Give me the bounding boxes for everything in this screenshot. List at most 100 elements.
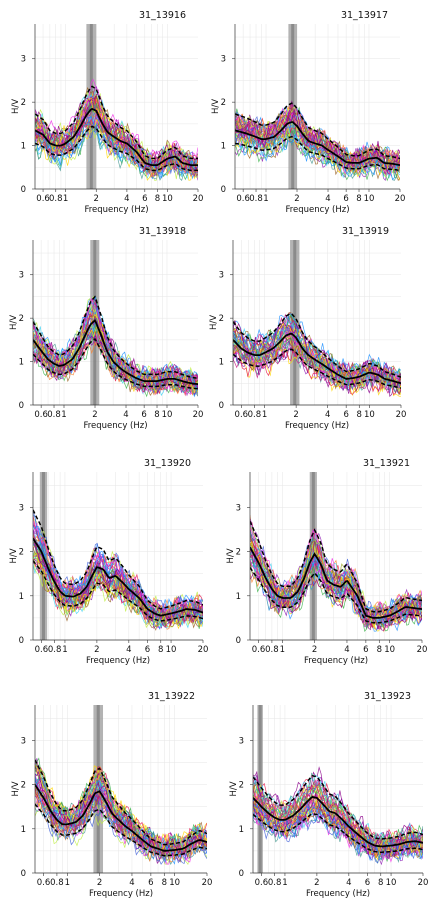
panel-title: 31_13923	[364, 691, 411, 702]
x-tick-label: 2	[293, 410, 298, 420]
x-tick-label: 0.6	[36, 194, 50, 204]
x-tick-label: 6	[142, 194, 147, 204]
y-tick-label: 2	[239, 781, 244, 791]
window-curve	[35, 122, 198, 180]
grid	[235, 24, 400, 189]
std-plus-curve	[33, 509, 203, 610]
x-tick-label: 4	[126, 645, 131, 655]
std-minus-curve	[250, 567, 422, 624]
x-tick-label: 10	[386, 878, 397, 888]
x-tick-label: 2	[97, 878, 102, 888]
std-plus-curve	[253, 774, 423, 840]
x-tick-label: 2	[314, 878, 319, 888]
y-tick-label: 1	[219, 358, 224, 368]
y-axis-label: H/V	[9, 315, 19, 330]
window-curve	[233, 315, 401, 388]
x-tick-label: 4	[124, 194, 129, 204]
window-curve	[253, 779, 423, 850]
window-curve	[250, 549, 422, 626]
x-tick-label: 1	[61, 410, 66, 420]
y-tick-label: 3	[219, 271, 224, 281]
x-tick-label: 6	[365, 878, 370, 888]
y-tick-label: 3	[19, 503, 24, 513]
x-tick-label: 0.6	[35, 645, 49, 655]
y-tick-label: 3	[239, 736, 244, 746]
y-tick-label: 2	[219, 314, 224, 324]
x-tick-label: 20	[193, 194, 204, 204]
x-tick-label: 0.6	[34, 410, 48, 420]
x-tick-label: 0.8	[248, 410, 262, 420]
y-tick-label: 3	[236, 503, 241, 513]
y-tick-label: 0	[221, 185, 226, 195]
y-tick-label: 2	[221, 98, 226, 108]
y-tick-label: 1	[236, 592, 241, 602]
x-axis-label: Frequency (Hz)	[89, 889, 153, 899]
window-curve	[235, 114, 400, 175]
window-curve	[250, 526, 422, 627]
x-tick-label: 0.8	[47, 410, 61, 420]
y-tick-label: 2	[19, 314, 24, 324]
y-tick-label: 2	[21, 781, 26, 791]
window-curve	[233, 317, 401, 387]
x-tick-label: 0.6	[37, 878, 51, 888]
y-tick-label: 2	[236, 548, 241, 558]
mean-curve	[35, 107, 198, 166]
x-tick-label: 1	[280, 645, 285, 655]
y-tick-label: 1	[21, 142, 26, 152]
x-tick-label: 10	[162, 194, 173, 204]
x-tick-label: 20	[202, 878, 213, 888]
x-axis-label: Frequency (Hz)	[304, 656, 368, 666]
x-tick-label: 4	[325, 194, 330, 204]
x-tick-label: 6	[145, 645, 150, 655]
mean-curve	[235, 121, 400, 166]
y-tick-label: 0	[219, 401, 224, 411]
panel-title: 31_13919	[342, 226, 389, 237]
y-tick-label: 1	[221, 142, 226, 152]
x-tick-label: 0.6	[252, 645, 266, 655]
y-tick-label: 0	[239, 869, 244, 879]
panel-title: 31_13916	[139, 10, 186, 21]
x-tick-label: 1	[65, 878, 70, 888]
x-tick-label: 20	[198, 645, 209, 655]
x-tick-label: 1	[263, 194, 268, 204]
std-plus-curve	[35, 759, 207, 846]
x-tick-label: 20	[395, 194, 406, 204]
x-tick-label: 1	[282, 878, 287, 888]
std-minus-curve	[33, 338, 198, 390]
peak-frequency-line	[291, 24, 295, 189]
x-tick-label: 0.8	[48, 645, 62, 655]
x-tick-label: 0.8	[249, 194, 263, 204]
x-tick-label: 2	[312, 645, 317, 655]
x-tick-label: 0.6	[235, 410, 249, 420]
x-axis-label: Frequency (Hz)	[84, 205, 148, 215]
window-curves	[33, 295, 198, 398]
window-curve	[253, 772, 423, 852]
y-tick-label: 0	[19, 636, 24, 646]
std-minus-curve	[235, 136, 400, 172]
mean-curve	[33, 319, 198, 386]
x-tick-label: 1	[63, 194, 68, 204]
std-minus-curve	[35, 803, 207, 857]
x-axis-label: Frequency (Hz)	[285, 205, 349, 215]
panel-title: 31_13920	[144, 458, 191, 469]
y-tick-label: 3	[221, 55, 226, 65]
x-tick-label: 6	[343, 410, 348, 420]
mean-curve	[35, 784, 207, 852]
window-curves	[250, 514, 422, 633]
window-curve	[33, 332, 198, 395]
window-curve	[235, 106, 400, 168]
x-tick-label: 8	[377, 645, 382, 655]
std-plus-curve	[33, 295, 198, 380]
mean-curve	[253, 796, 423, 848]
window-curve	[253, 792, 423, 860]
window-curve	[35, 122, 198, 177]
window-curves	[33, 511, 203, 631]
x-tick-label: 20	[193, 410, 204, 420]
x-tick-label: 8	[378, 878, 383, 888]
x-tick-label: 0.6	[255, 878, 269, 888]
